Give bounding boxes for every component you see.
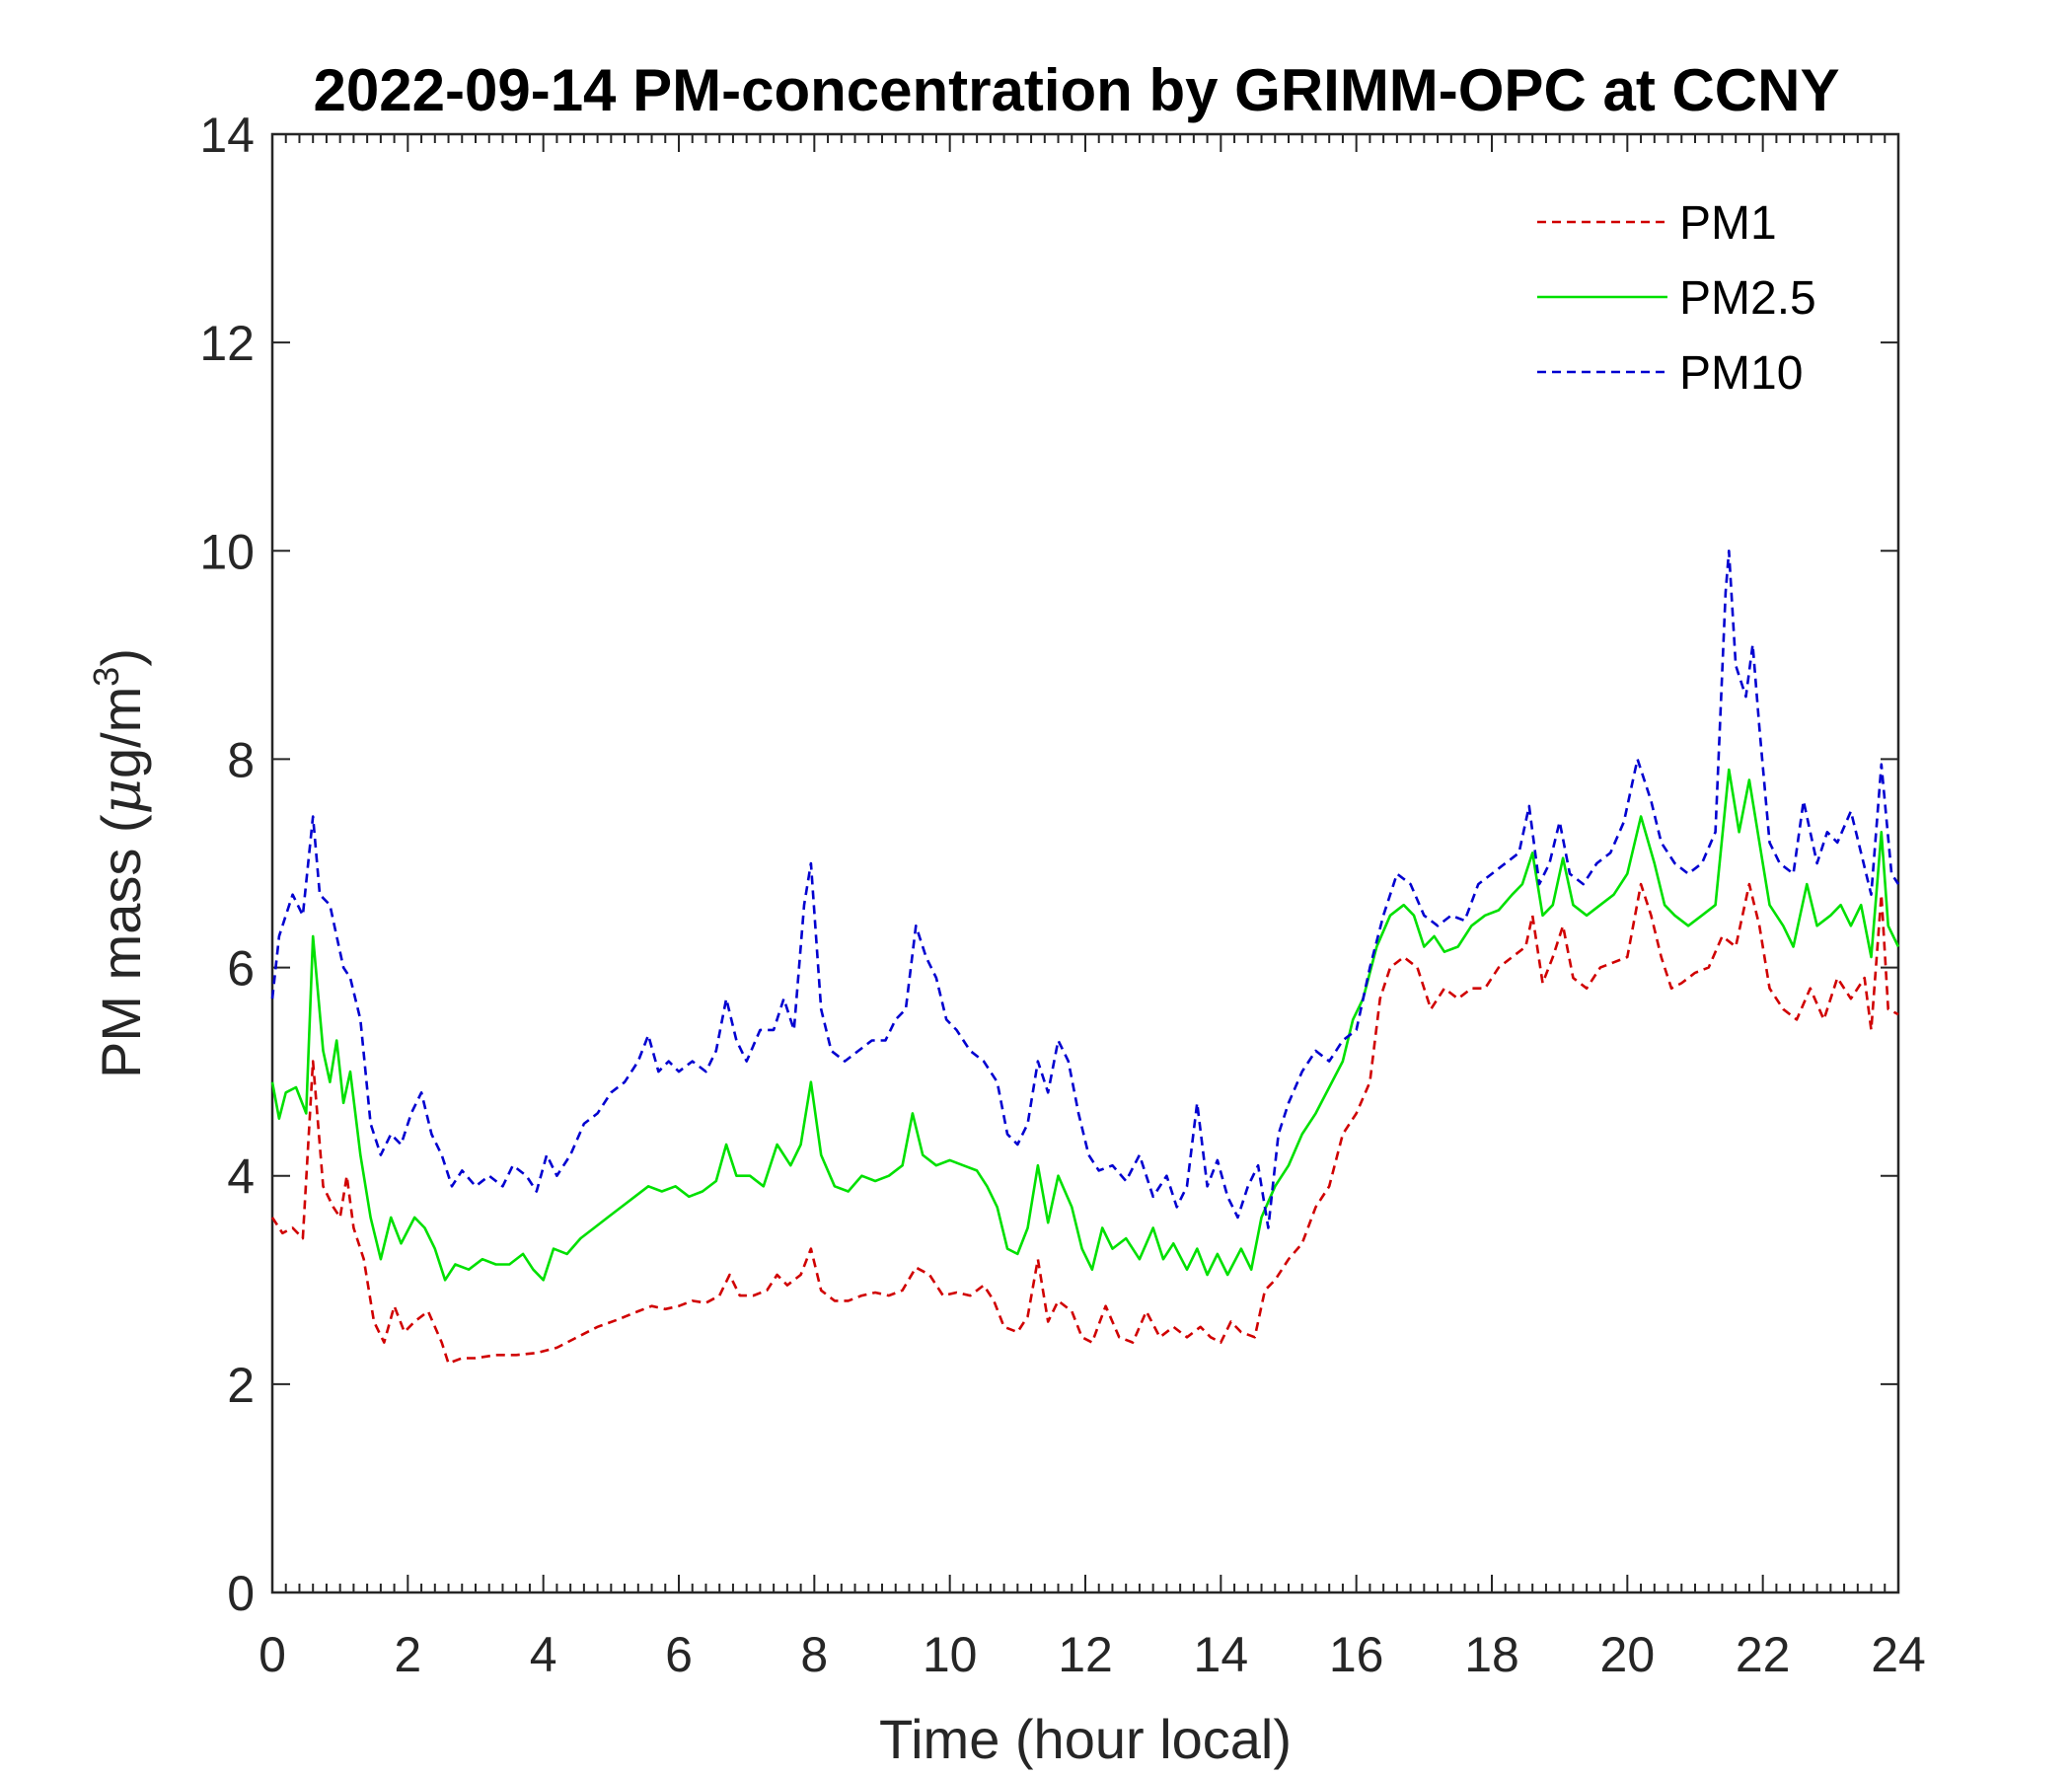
minor-ticks [284,134,1887,1592]
x-tick-label: 16 [1329,1627,1384,1682]
legend-label-pm10: PM10 [1679,347,1803,400]
x-tick-label: 4 [530,1627,557,1682]
y-tick-label: 12 [199,316,255,371]
y-axis-label-prefix: PM mass ( [90,814,152,1078]
y-tick-label: 14 [199,108,255,163]
x-tick-label: 18 [1464,1627,1519,1682]
x-tick-label: 8 [800,1627,828,1682]
x-tick-label: 0 [259,1627,286,1682]
y-tick-label: 8 [227,732,255,787]
y-axis-label: PM mass (μg/m3) [86,648,154,1078]
y-tick-label: 2 [227,1358,255,1413]
x-axis-label: Time (hour local) [879,1708,1292,1770]
series-line-pm1 [270,882,1899,1365]
y-tick-label: 0 [227,1566,255,1621]
x-tick-label: 6 [665,1627,693,1682]
x-tick-label: 2 [394,1627,421,1682]
y-axis-label-unit: g/m [90,687,152,778]
y-tick-labels: 0 2 4 6 8 10 12 14 [199,108,255,1621]
y-tick-label: 10 [199,524,255,579]
legend-label-pm1: PM1 [1679,197,1777,250]
series-line-pm10 [270,550,1900,1229]
y-axis-label-mu: μ [90,778,154,814]
x-tick-label: 12 [1058,1627,1113,1682]
legend-label-pm25: PM2.5 [1679,272,1816,325]
series-line-pm25 [270,768,1900,1282]
x-tick-labels: 0 2 4 6 8 10 12 14 16 18 20 22 24 [259,1627,1926,1682]
series-layer [270,550,1900,1365]
y-tick-label: 6 [227,941,255,997]
y-tick-label: 4 [227,1149,255,1205]
major-ticks [271,133,1899,1593]
x-tick-label: 20 [1600,1627,1656,1682]
x-tick-label: 22 [1736,1627,1791,1682]
y-axis-label-suffix: ) [90,648,152,667]
x-tick-label: 10 [923,1627,978,1682]
x-tick-label: 14 [1194,1627,1249,1682]
y-axis-label-superscript: 3 [86,667,126,687]
x-tick-label: 24 [1871,1627,1926,1682]
legend: PM1 PM2.5 PM10 [1537,197,1816,400]
chart-title: 2022-09-14 PM-concentration by GRIMM-OPC… [314,57,1840,123]
